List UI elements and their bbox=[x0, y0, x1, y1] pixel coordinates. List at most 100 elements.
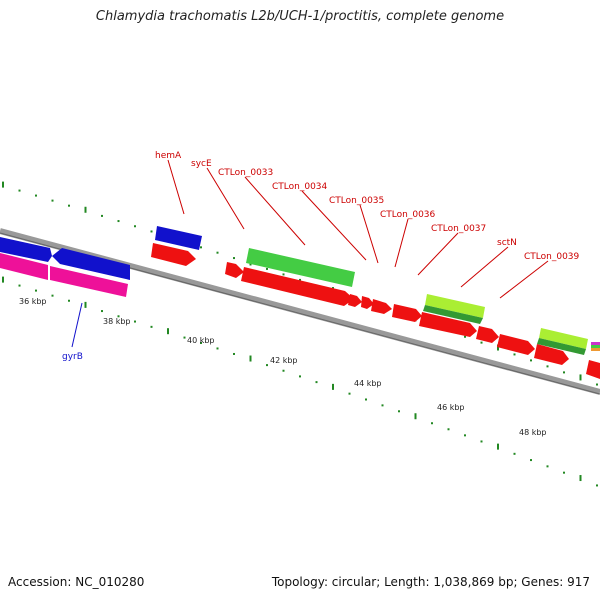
gene-feature-sctn bbox=[419, 312, 477, 337]
inner-row-tick bbox=[398, 410, 400, 413]
scale-label-48kbp: 48 kbp bbox=[519, 428, 547, 437]
leader-line-ctlon-0036 bbox=[394, 218, 409, 268]
outer-row-tick bbox=[150, 230, 153, 233]
inner-tick-row bbox=[2, 276, 598, 487]
gene-feature-darkgreen-2 bbox=[537, 338, 586, 355]
gene-feature-darkgreen-1 bbox=[423, 305, 483, 324]
accession-label: Accession: NC_010280 bbox=[8, 575, 145, 589]
leader-line-sctn bbox=[460, 246, 509, 288]
inner-row-tick bbox=[233, 352, 235, 355]
leader-line-ctlon-0035 bbox=[359, 204, 379, 264]
gene-label-ctlon-0036: CTLon_0036 bbox=[380, 210, 436, 220]
scale-label-38kbp: 38 kbp bbox=[103, 317, 131, 326]
inner-row-tick bbox=[216, 347, 219, 350]
gene-feature-hema-blue bbox=[155, 226, 202, 250]
gene-feature-blue-2 bbox=[52, 248, 130, 280]
gene-feature-yellowgreen-2 bbox=[539, 328, 588, 349]
gene-feature-magenta-2 bbox=[50, 266, 128, 297]
gene-feature-hema bbox=[151, 243, 196, 266]
gene-feature-gyrb-blue bbox=[0, 237, 52, 262]
outer-row-tick bbox=[68, 204, 70, 207]
inner-row-tick bbox=[447, 428, 450, 431]
outer-row-tick bbox=[216, 251, 219, 254]
gene-feature-syce bbox=[225, 262, 244, 278]
gene-feature-ctlon-0035 bbox=[361, 296, 374, 309]
label-leader-lines bbox=[167, 159, 549, 299]
gene-feature-ctlon-0034 bbox=[348, 294, 362, 307]
leader-line-gyrb bbox=[71, 302, 83, 348]
outer-row-tick bbox=[35, 194, 37, 197]
map-title: Chlamydia trachomatis L2b/UCH-1/proctiti… bbox=[95, 9, 505, 24]
gene-feature-yellowgreen-1 bbox=[425, 294, 485, 318]
gene-feature-red-9 bbox=[497, 334, 535, 355]
inner-row-tick bbox=[249, 355, 252, 362]
outer-row-tick bbox=[101, 214, 103, 217]
outer-row-tick bbox=[2, 181, 4, 188]
scale-label-44kbp: 44 kbp bbox=[354, 379, 382, 388]
inner-row-tick bbox=[150, 325, 153, 328]
gene-label-ctlon-0034: CTLon_0034 bbox=[272, 182, 328, 192]
inner-row-tick bbox=[200, 342, 202, 344]
gene-label-hema: hemA bbox=[155, 151, 182, 161]
gene-feature-ctlon-0037 bbox=[392, 304, 422, 322]
inner-row-tick bbox=[513, 452, 516, 455]
leader-line-ctlon-0033 bbox=[244, 176, 306, 246]
inner-row-tick bbox=[18, 284, 21, 287]
inner-row-tick bbox=[365, 398, 367, 401]
gene-features bbox=[0, 226, 600, 379]
inner-row-tick bbox=[117, 315, 120, 318]
inner-row-tick bbox=[183, 336, 186, 339]
inner-row-tick bbox=[332, 383, 334, 390]
inner-row-tick bbox=[546, 465, 549, 468]
outer-row-tick bbox=[464, 335, 466, 338]
gene-feature-green-1 bbox=[246, 248, 355, 287]
inner-row-tick bbox=[266, 364, 268, 367]
outer-row-tick bbox=[596, 383, 598, 386]
inner-row-tick bbox=[2, 276, 4, 283]
inner-row-tick bbox=[596, 484, 598, 487]
inner-row-tick bbox=[35, 289, 37, 292]
gene-feature-ctlon-0039 bbox=[476, 326, 499, 343]
inner-row-tick bbox=[315, 381, 318, 384]
inner-row-tick bbox=[68, 299, 70, 302]
scale-label-40kbp: 40 kbp bbox=[187, 336, 215, 345]
inner-row-tick bbox=[51, 294, 54, 297]
inner-row-tick bbox=[282, 369, 285, 372]
outer-row-tick bbox=[497, 344, 499, 351]
inner-row-tick bbox=[134, 320, 136, 323]
gene-feature-red-11 bbox=[586, 360, 600, 379]
outer-row-tick bbox=[282, 273, 285, 276]
gene-label-syce: sycE bbox=[191, 159, 212, 169]
outer-row-tick bbox=[299, 278, 301, 281]
gene-label-ctlon-0037: CTLon_0037 bbox=[431, 224, 486, 234]
inner-row-tick bbox=[579, 475, 582, 482]
outer-row-tick bbox=[579, 374, 582, 381]
inner-row-tick bbox=[530, 459, 532, 462]
outer-row-tick bbox=[563, 371, 565, 374]
inner-row-tick bbox=[348, 392, 351, 395]
inner-row-tick bbox=[101, 310, 103, 313]
gene-feature-stripe-3 bbox=[591, 348, 600, 351]
inner-row-tick bbox=[381, 404, 384, 407]
gene-feature-ctlon-0033 bbox=[241, 267, 354, 306]
inner-row-tick bbox=[480, 440, 483, 443]
gene-feature-stripe-2 bbox=[591, 345, 600, 348]
outer-row-tick bbox=[530, 359, 532, 362]
inner-row-tick bbox=[464, 434, 466, 437]
inner-row-tick bbox=[563, 471, 565, 474]
topology-label: Topology: circular; Length: 1,038,869 bp… bbox=[271, 575, 590, 589]
leader-line-ctlon-0039 bbox=[499, 260, 549, 299]
gene-feature-ctlon-0036 bbox=[371, 299, 392, 314]
scale-label-42kbp: 42 kbp bbox=[270, 356, 298, 365]
gene-label-sctn: sctN bbox=[497, 238, 517, 248]
outer-row-tick bbox=[546, 365, 549, 368]
gene-feature-stripe-1 bbox=[591, 342, 600, 345]
scale-label-36kbp: 36 kbp bbox=[19, 297, 47, 306]
leader-line-hema bbox=[167, 159, 185, 215]
leader-line-ctlon-0034 bbox=[301, 190, 367, 261]
outer-row-tick bbox=[513, 353, 516, 356]
outer-row-tick bbox=[266, 267, 268, 270]
gene-label-gyrb: gyrB bbox=[62, 352, 83, 362]
gene-label-ctlon-0035: CTLon_0035 bbox=[329, 196, 384, 206]
